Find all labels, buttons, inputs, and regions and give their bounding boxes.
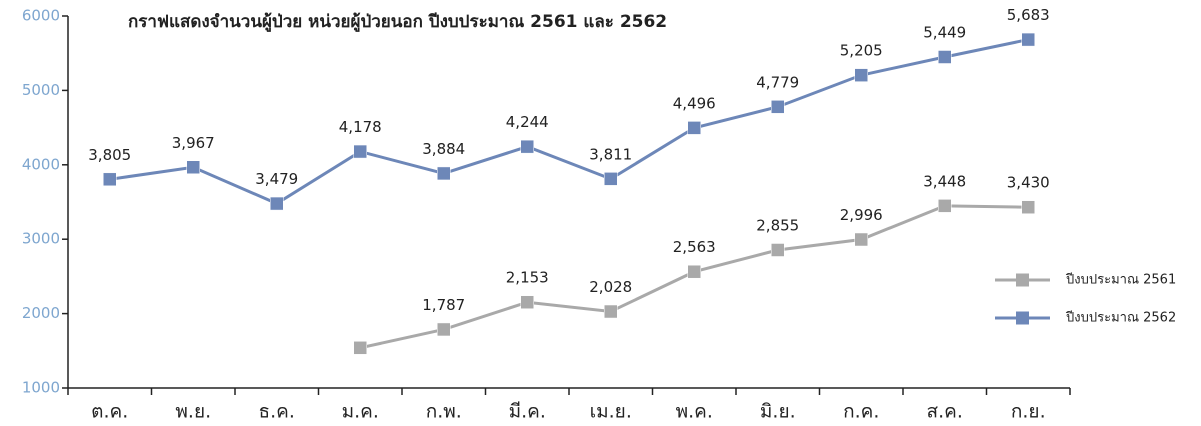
x-tick-label: พ.ย. [175,401,211,423]
y-tick-label: 5000 [22,81,60,99]
marker [437,322,451,337]
marker [353,341,367,355]
x-tick-label: เม.ย. [590,401,632,423]
x-tick-label: มี.ค. [509,401,546,423]
data-label: 2,153 [506,269,549,287]
data-label: 3,448 [923,172,966,190]
marker [854,68,868,82]
marker [353,144,367,159]
data-label: 3,479 [255,170,298,188]
x-tick-label: ก.ค. [843,401,879,423]
data-label: 2,563 [673,238,716,256]
chart-title: กราฟแสดงจำนวนผู้ป่วย หน่วยผู้ป่วยนอก ปีง… [128,11,667,33]
legend-marker [1016,273,1029,287]
data-label: 4,779 [756,73,799,91]
x-tick-label: ต.ค. [91,401,128,423]
marker [771,243,785,257]
x-tick-label: ก.ย. [1011,401,1046,423]
y-tick-label: 3000 [22,230,60,248]
data-label: 2,028 [589,278,632,296]
data-label: 2,996 [840,206,883,224]
marker [186,160,200,175]
marker [687,121,701,135]
data-label: 4,496 [673,94,716,112]
x-tick-label: ก.พ. [426,401,462,423]
marker [687,264,701,279]
x-tick-label: พ.ค. [676,401,713,423]
series-line [109,38,1029,206]
data-label: 3,811 [589,145,632,163]
marker [103,172,117,187]
legend-label: ปีงบประมาณ 2562 [1065,310,1176,326]
marker [854,232,868,247]
marker [437,166,451,181]
data-label: 5,205 [840,42,883,60]
x-tick-label: มิ.ย. [760,401,796,423]
data-label: 3,805 [88,146,131,164]
data-label: 1,787 [422,296,465,314]
data-label: 2,855 [756,216,799,234]
marker [1021,32,1035,47]
marker [520,295,534,309]
data-label: 5,449 [923,23,966,41]
data-label: 3,884 [422,140,465,158]
marker [1021,200,1035,214]
marker [771,100,785,114]
x-tick-label: ส.ค. [927,401,963,423]
marker [938,50,952,64]
data-label: 5,683 [1007,6,1050,24]
x-tick-label: ธ.ค. [259,401,295,423]
legend-label: ปีงบประมาณ 2561 [1065,272,1176,288]
data-label: 3,967 [172,134,215,152]
data-label: 3,430 [1007,174,1050,192]
y-tick-label: 2000 [22,304,60,322]
y-tick-label: 1000 [22,379,60,397]
x-tick-label: ม.ค. [342,401,379,423]
legend-marker [1016,311,1029,325]
y-tick-label: 4000 [22,155,60,173]
y-tick-label: 6000 [22,7,60,25]
data-label: 4,178 [339,118,382,136]
marker [604,172,618,186]
marker [604,304,618,319]
marker [270,196,284,211]
marker [938,199,952,213]
marker [520,139,534,154]
data-label: 4,244 [506,113,549,131]
